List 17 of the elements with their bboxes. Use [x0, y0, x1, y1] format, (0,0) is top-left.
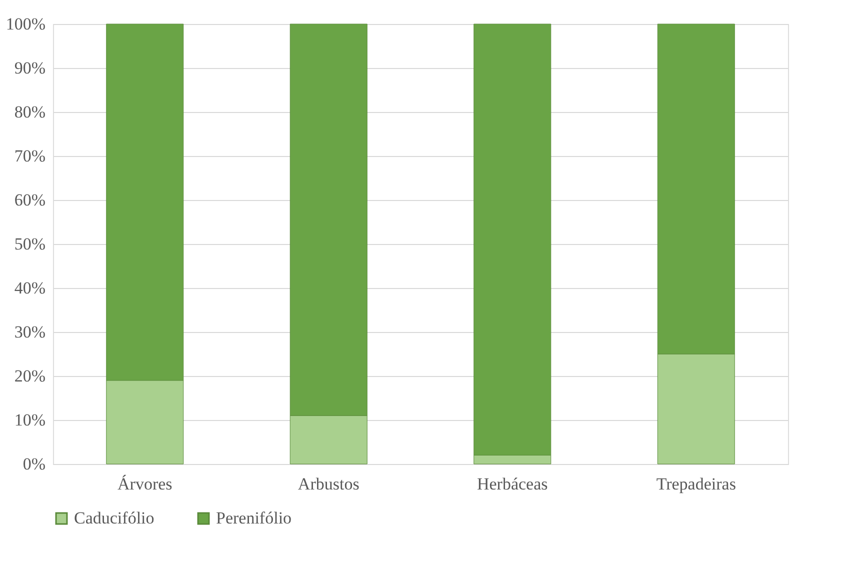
y-tick-label: 70% [14, 146, 46, 166]
y-tick-label: 100% [6, 14, 46, 34]
y-tick-label: 80% [14, 102, 46, 122]
x-tick-label: Trepadeiras [656, 474, 736, 494]
y-tick-label: 50% [14, 234, 46, 254]
y-tick-label: 20% [14, 366, 46, 386]
y-tick-label: 40% [14, 278, 46, 298]
y-tick-label: 30% [14, 322, 46, 342]
x-tick-label: Herbáceas [476, 474, 548, 494]
legend-label: Perenifólio [216, 508, 292, 528]
y-tick-label: 0% [22, 454, 46, 474]
y-tick-label: 10% [14, 410, 46, 430]
x-tick-label: Árvores [117, 474, 172, 494]
y-tick-label: 60% [14, 190, 46, 210]
legend-label: Caducifólio [74, 508, 154, 528]
x-tick-label: Arbustos [298, 474, 360, 494]
y-tick-label: 90% [14, 58, 46, 78]
